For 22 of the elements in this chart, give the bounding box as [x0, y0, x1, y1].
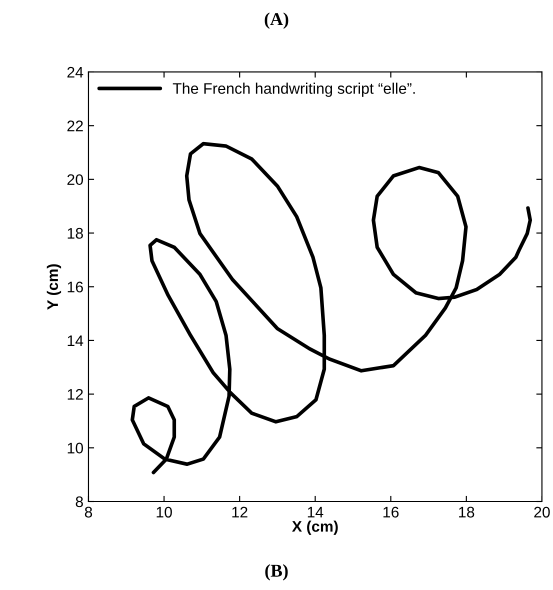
x-tick-label: 18 [459, 506, 474, 518]
chart-title: (A) [264, 12, 288, 29]
x-tick-label: 16 [383, 506, 399, 518]
x-tick-label: 12 [232, 506, 248, 518]
x-tick-label: 20 [534, 506, 550, 518]
y-axis-title: Y (cm) [46, 264, 62, 310]
legend-label: The French handwriting script “elle”. [172, 82, 415, 97]
y-tick-label: 12 [68, 388, 83, 400]
line-series [130, 142, 532, 474]
text: (B) [265, 564, 288, 580]
y-tick-label: 24 [67, 66, 84, 78]
y-tick-label: 10 [68, 442, 84, 454]
x-tick-label: 8 [84, 506, 92, 518]
y-tick-label: 8 [76, 496, 83, 508]
y-tick-label: 14 [68, 335, 84, 346]
x-tick-label: 10 [156, 506, 172, 518]
y-tick-label: 18 [68, 228, 83, 239]
x-axis-title: X (cm) [292, 520, 338, 535]
y-tick-label: 16 [68, 282, 83, 292]
y-tick-label: 22 [67, 120, 83, 132]
x-tick-label: 14 [308, 506, 324, 518]
y-tick-label: 20 [67, 174, 84, 186]
